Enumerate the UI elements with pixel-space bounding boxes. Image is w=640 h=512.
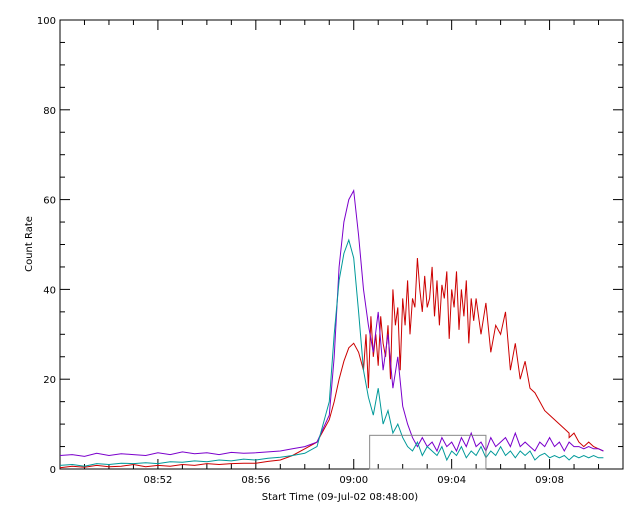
x-tick-label: 08:52 [143,475,172,486]
x-axis: 08:52 08:56 09:00 09:04 09:08 [59,20,624,486]
x-tick-label: 09:00 [339,475,368,486]
y-tick-label: 20 [43,375,56,386]
y-axis: 0 20 40 60 80 100 [37,16,623,476]
y-tick-label: 60 [43,196,56,207]
series-line-2 [59,238,604,467]
series-line-1 [59,188,604,457]
series-line-0 [59,257,604,469]
y-tick-label: 100 [37,16,56,27]
x-tick-label: 09:04 [437,475,466,486]
y-tick-label: 0 [50,465,56,476]
y-tick-label: 40 [43,285,56,296]
x-axis-label: Start Time (09-Jul-02 08:48:00) [262,492,419,503]
annotation-box [369,434,487,470]
x-tick-label: 08:56 [241,475,270,486]
series-layer [59,188,604,469]
x-tick-label: 09:08 [535,475,564,486]
y-axis-label: Count Rate [24,216,35,272]
y-tick-label: 80 [43,106,56,117]
